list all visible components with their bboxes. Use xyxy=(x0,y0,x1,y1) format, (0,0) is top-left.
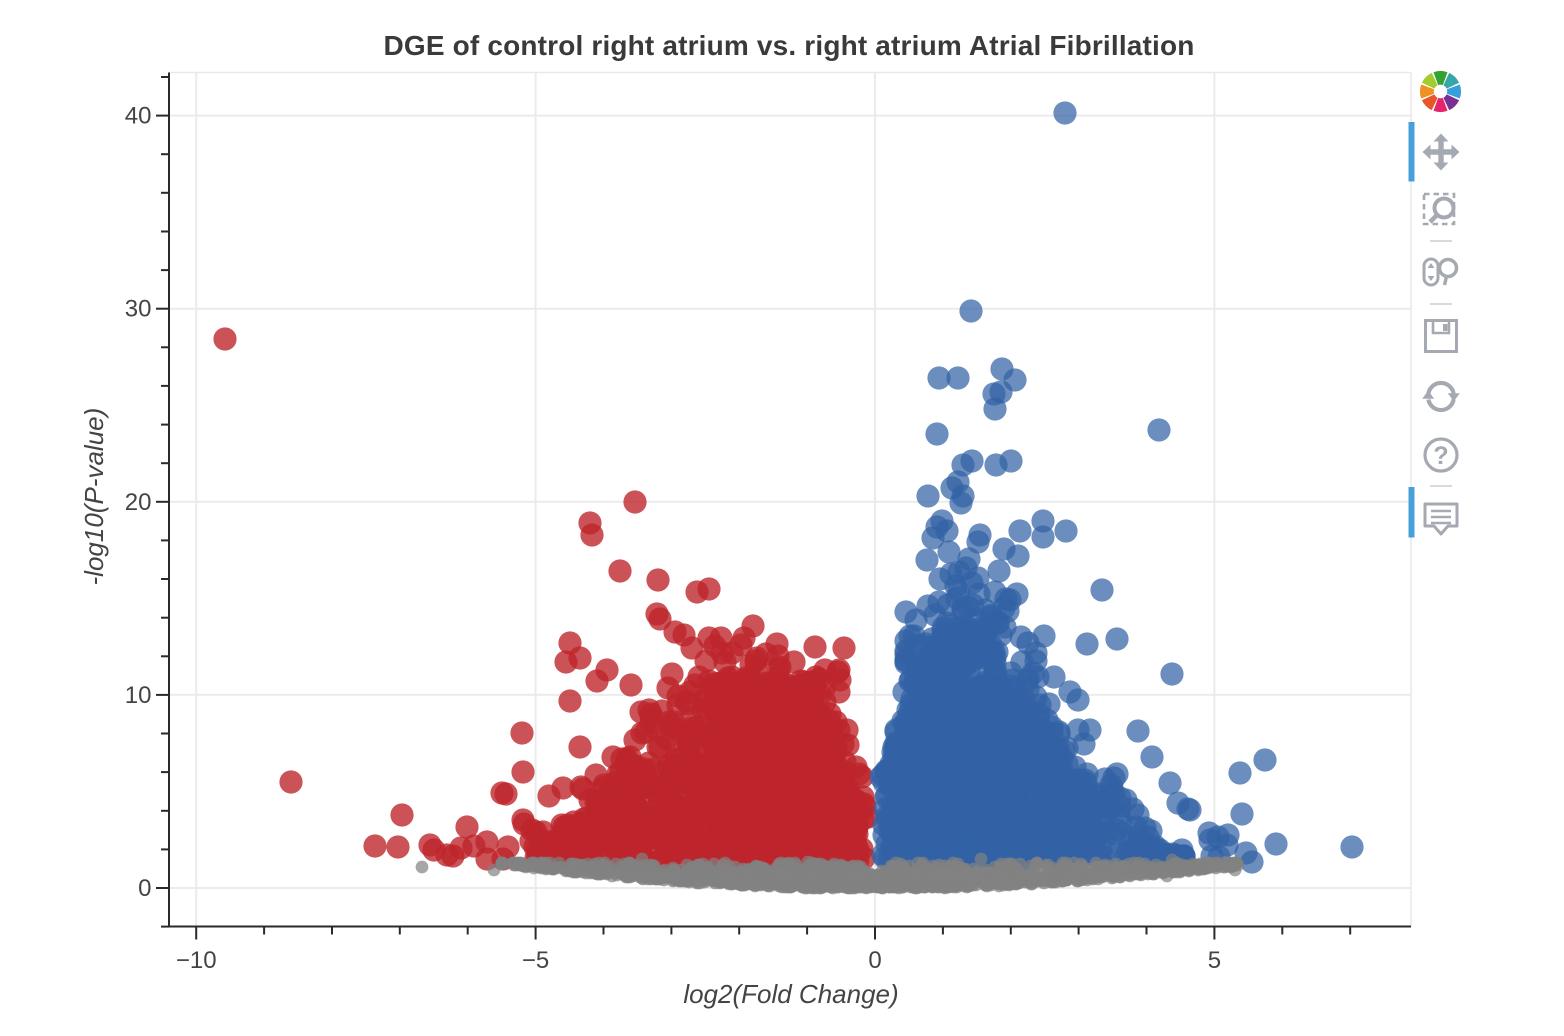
svg-text:0: 0 xyxy=(868,947,881,974)
svg-text:−5: −5 xyxy=(522,947,549,974)
svg-text:0: 0 xyxy=(138,875,151,902)
svg-text:DGE of control right atrium vs: DGE of control right atrium vs. right at… xyxy=(384,30,1195,61)
svg-text:40: 40 xyxy=(125,103,152,130)
svg-text:?: ? xyxy=(1433,442,1448,470)
svg-text:log2(Fold Change): log2(Fold Change) xyxy=(683,979,898,1009)
svg-text:30: 30 xyxy=(125,296,152,323)
svg-text:10: 10 xyxy=(125,682,152,709)
svg-text:-log10(P-value): -log10(P-value) xyxy=(79,408,109,586)
svg-text:−10: −10 xyxy=(176,947,217,974)
svg-text:5: 5 xyxy=(1208,947,1221,974)
svg-text:20: 20 xyxy=(125,489,152,516)
